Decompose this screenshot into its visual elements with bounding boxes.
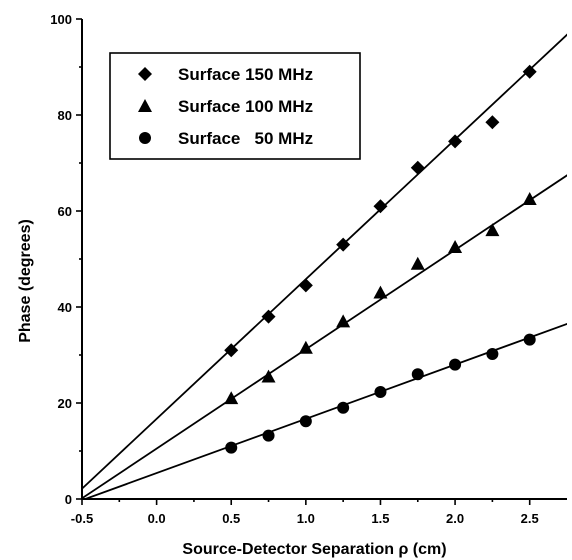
y-tick-label: 20 xyxy=(58,396,72,411)
data-point xyxy=(410,256,425,270)
data-point xyxy=(262,429,275,442)
series-circle xyxy=(82,322,567,499)
y-axis-title: Phase (degrees) xyxy=(17,219,34,343)
legend: Surface 150 MHz Surface 100 MHz Surface 50… xyxy=(109,52,361,160)
data-point xyxy=(448,134,463,149)
x-tick-label: 2.5 xyxy=(521,511,539,526)
data-point xyxy=(336,237,351,252)
y-tick-label: 100 xyxy=(50,12,72,27)
data-point xyxy=(373,199,388,214)
data-point xyxy=(522,192,537,205)
series-diamond xyxy=(82,33,567,490)
data-point xyxy=(261,309,276,324)
data-point xyxy=(299,415,312,428)
data-point xyxy=(449,358,462,371)
x-tick-label: 0.0 xyxy=(148,511,166,526)
fit-line xyxy=(82,33,567,490)
data-point xyxy=(374,385,387,398)
fit-line xyxy=(82,322,567,499)
legend-entry: Surface 100 MHz xyxy=(178,97,313,116)
data-point xyxy=(298,340,313,354)
data-point xyxy=(410,160,425,175)
data-point xyxy=(298,278,313,293)
legend-marker-triangle xyxy=(138,99,152,112)
data-point xyxy=(485,115,500,130)
data-point xyxy=(224,343,239,358)
x-tick-label: 1.0 xyxy=(297,511,315,526)
y-tick-label: 0 xyxy=(65,492,72,507)
axes: Source-Detector Separation ρ (cm) Phase … xyxy=(17,12,567,558)
x-tick-label: 0.5 xyxy=(222,511,240,526)
x-axis-title: Source-Detector Separation ρ (cm) xyxy=(182,541,446,558)
series-triangle xyxy=(82,174,567,499)
x-tick-label: 1.5 xyxy=(371,511,389,526)
data-point xyxy=(225,441,238,454)
x-tick-label: -0.5 xyxy=(71,511,93,526)
data-point xyxy=(486,348,499,361)
data-point xyxy=(523,333,536,346)
data-point xyxy=(261,369,276,383)
data-point xyxy=(336,314,351,328)
legend-marker-circle xyxy=(139,132,151,144)
data-point xyxy=(337,401,350,414)
data-point xyxy=(224,391,239,405)
y-tick-label: 80 xyxy=(58,108,72,123)
legend-box xyxy=(109,52,361,160)
fit-line xyxy=(82,174,567,499)
y-tick-label: 40 xyxy=(58,300,72,315)
y-tick-label: 60 xyxy=(58,204,72,219)
data-point xyxy=(411,368,424,381)
legend-entry: Surface 150 MHz xyxy=(178,65,313,84)
legend-marker-diamond xyxy=(138,67,152,81)
data-point xyxy=(522,64,537,79)
legend-entry: Surface 50 MHz xyxy=(178,129,313,148)
plot-area xyxy=(82,33,567,499)
data-point xyxy=(485,223,500,237)
x-tick-label: 2.0 xyxy=(446,511,464,526)
data-point xyxy=(373,285,388,299)
data-point xyxy=(448,240,463,253)
